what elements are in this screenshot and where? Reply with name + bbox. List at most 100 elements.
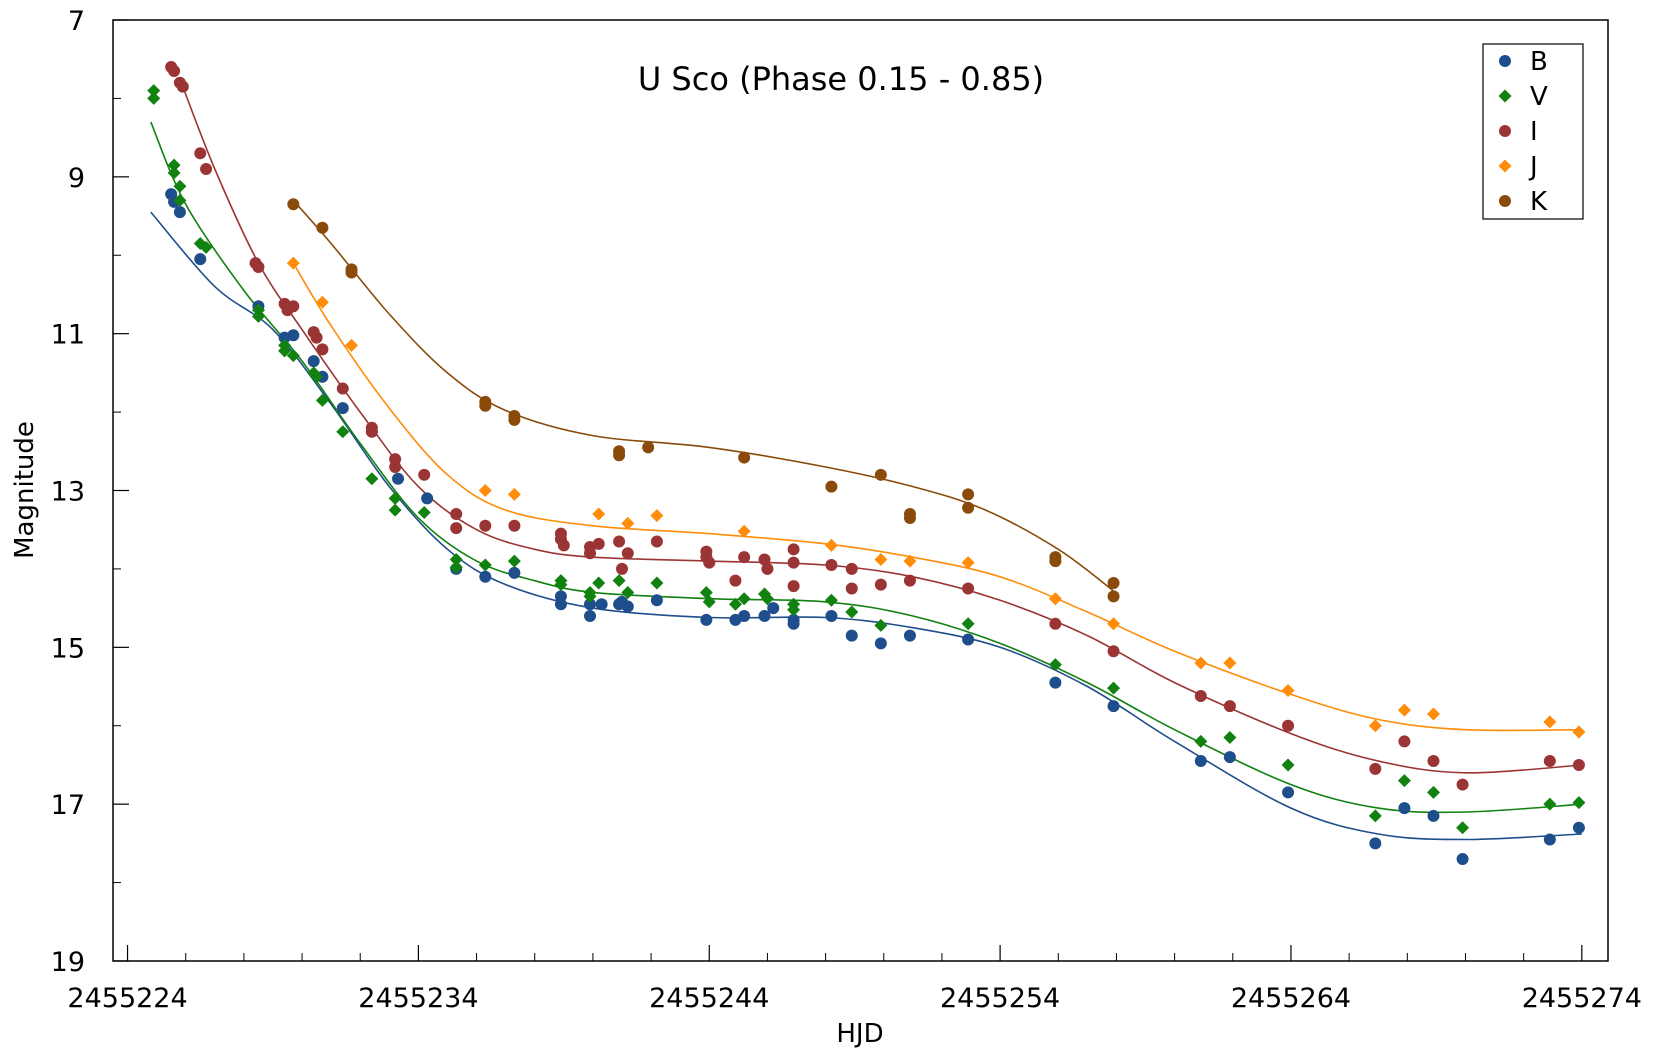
point-b xyxy=(903,629,916,642)
point-j xyxy=(478,484,492,497)
point-i xyxy=(845,582,858,595)
point-v xyxy=(874,618,888,632)
point-v xyxy=(737,592,751,606)
point-j xyxy=(650,509,664,523)
point-v xyxy=(173,179,187,193)
point-v xyxy=(728,597,742,611)
point-v xyxy=(1223,731,1237,745)
point-v xyxy=(286,349,300,363)
point-j xyxy=(824,538,838,552)
point-b xyxy=(392,472,405,485)
point-b xyxy=(738,609,751,622)
point-i xyxy=(194,147,207,160)
point-i xyxy=(787,580,800,593)
chart-title: U Sco (Phase 0.15 - 0.85) xyxy=(638,60,1044,98)
point-j xyxy=(903,554,917,568)
point-j xyxy=(874,553,888,567)
point-b xyxy=(479,570,492,583)
point-k xyxy=(1049,555,1062,568)
point-j xyxy=(1572,725,1586,739)
point-b xyxy=(584,609,597,622)
point-b xyxy=(287,329,300,342)
point-b xyxy=(1107,700,1120,713)
point-b xyxy=(584,598,597,611)
point-v xyxy=(388,491,402,505)
point-j xyxy=(507,487,521,501)
point-b xyxy=(845,629,858,642)
point-i xyxy=(787,543,800,556)
point-v xyxy=(147,91,161,105)
point-b xyxy=(1543,833,1556,846)
point-i xyxy=(336,382,349,395)
point-i xyxy=(825,558,838,571)
point-i xyxy=(903,574,916,587)
point-v xyxy=(167,166,181,180)
fit-curve-b xyxy=(150,211,1582,841)
point-b xyxy=(1456,853,1469,866)
y-tick-label: 15 xyxy=(51,633,85,664)
point-v xyxy=(388,503,402,517)
point-b xyxy=(650,594,663,607)
point-b xyxy=(554,598,567,611)
point-v xyxy=(592,576,606,590)
axis-ticks: 2455224 2455234 2455244 2455254 2455264 24552… xyxy=(51,6,1642,1014)
point-j xyxy=(1543,715,1557,729)
point-i xyxy=(761,562,774,575)
y-tick-label: 11 xyxy=(51,320,85,351)
point-j xyxy=(345,338,359,352)
point-v xyxy=(824,593,838,607)
x-tick-label: 2455274 xyxy=(1522,983,1642,1014)
point-k xyxy=(825,480,838,493)
point-v xyxy=(1543,797,1557,811)
plot-frame xyxy=(112,19,1609,962)
point-i xyxy=(1543,755,1556,768)
point-i xyxy=(1398,735,1411,748)
point-i xyxy=(1194,689,1207,702)
point-i xyxy=(845,562,858,575)
x-axis-title: HJD xyxy=(836,1019,883,1049)
point-v xyxy=(1107,681,1121,695)
point-i xyxy=(176,80,189,93)
fit-curve-i xyxy=(179,78,1582,774)
x-tick-label: 2455254 xyxy=(940,983,1060,1014)
point-i xyxy=(613,535,626,548)
point-b xyxy=(621,600,634,613)
fit-curve-j xyxy=(292,262,1582,732)
point-k xyxy=(962,488,975,501)
point-j xyxy=(1194,656,1208,670)
point-v xyxy=(621,585,635,599)
x-tick-label: 2455234 xyxy=(358,983,478,1014)
point-v xyxy=(173,193,187,207)
point-b xyxy=(1398,802,1411,815)
point-v xyxy=(612,574,626,588)
fit-curves xyxy=(150,78,1582,841)
point-i xyxy=(738,551,751,564)
point-k xyxy=(874,468,887,481)
point-j xyxy=(1426,707,1440,721)
point-b xyxy=(194,253,207,266)
point-j xyxy=(1107,617,1121,631)
point-b xyxy=(874,637,887,650)
point-b xyxy=(173,206,186,219)
point-i xyxy=(479,519,492,532)
point-k xyxy=(738,451,751,464)
point-i xyxy=(252,261,265,274)
point-i xyxy=(450,522,463,535)
point-v xyxy=(167,158,181,172)
point-i xyxy=(1456,778,1469,791)
point-j xyxy=(1048,592,1062,606)
point-i xyxy=(1282,719,1295,732)
point-b xyxy=(758,609,771,622)
point-b xyxy=(307,355,320,368)
point-j xyxy=(737,524,751,538)
point-i xyxy=(650,535,663,548)
point-j xyxy=(1281,683,1295,697)
point-v xyxy=(449,553,463,567)
legend-label-b: B xyxy=(1530,47,1548,77)
y-tick-label: 17 xyxy=(51,790,85,821)
point-v xyxy=(1572,796,1586,810)
point-j xyxy=(315,295,329,309)
point-b xyxy=(1572,821,1585,834)
point-i xyxy=(1223,700,1236,713)
point-i xyxy=(962,582,975,595)
